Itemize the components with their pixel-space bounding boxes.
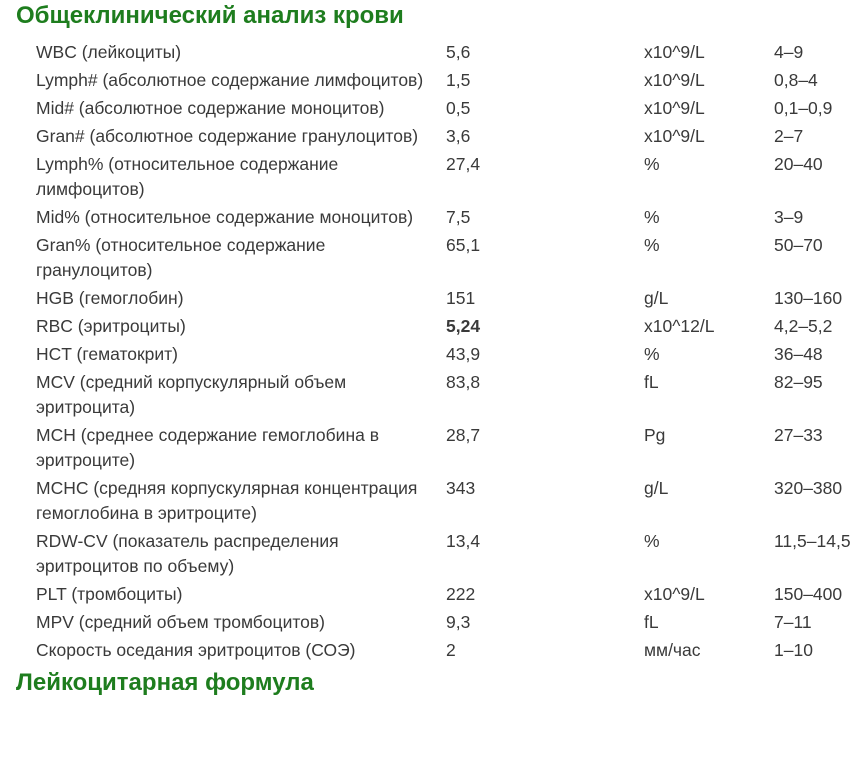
param-range: 4,2–5,2: [774, 316, 833, 336]
param-value: 151: [446, 288, 476, 308]
param-range: 82–95: [774, 372, 823, 392]
table-row: Скорость оседания эритроцитов (СОЭ) 2 мм…: [36, 638, 866, 663]
param-value: 27,4: [446, 154, 481, 174]
table-row: RDW-CV (показатель распределения эритроц…: [36, 529, 866, 579]
param-name: RDW-CV (показатель распределения эритроц…: [36, 531, 339, 576]
table-row: Gran# (абсолютное содержание гранулоцито…: [36, 124, 866, 149]
param-unit: g/L: [644, 288, 669, 308]
param-range: 320–380: [774, 478, 843, 498]
table-row: MCH (среднее содержание гемоглобина в эр…: [36, 423, 866, 473]
param-range: 4–9: [774, 42, 804, 62]
param-unit: x10^12/L: [644, 316, 715, 336]
param-range: 0,1–0,9: [774, 98, 833, 118]
param-name: Gran# (абсолютное содержание гранулоцито…: [36, 126, 419, 146]
results-table: WBC (лейкоциты) 5,6 x10^9/L 4–9 Lymph# (…: [36, 40, 866, 663]
page-title: Общеклинический анализ крови: [16, 2, 404, 29]
param-value: 83,8: [446, 372, 481, 392]
param-range: 27–33: [774, 425, 823, 445]
table-row: WBC (лейкоциты) 5,6 x10^9/L 4–9: [36, 40, 866, 65]
param-range: 36–48: [774, 344, 823, 364]
param-name: Mid% (относительное содержание моноцитов…: [36, 207, 414, 227]
param-range: 7–11: [774, 612, 812, 632]
next-section-title: Лейкоцитарная формула: [16, 669, 314, 696]
param-value: 43,9: [446, 344, 481, 364]
param-value: 3,6: [446, 126, 471, 146]
param-value: 9,3: [446, 612, 471, 632]
param-unit: Pg: [644, 425, 666, 445]
param-range: 130–160: [774, 288, 843, 308]
param-range: 1–10: [774, 640, 813, 660]
param-value: 222: [446, 584, 476, 604]
table-row: Lymph% (относительное содержание лимфоци…: [36, 152, 866, 202]
param-name: WBC (лейкоциты): [36, 42, 182, 62]
table-row: HCT (гематокрит) 43,9 % 36–48: [36, 342, 866, 367]
table-row: Mid# (абсолютное содержание моноцитов) 0…: [36, 96, 866, 121]
table-row: PLT (тромбоциты) 222 x10^9/L 150–400: [36, 582, 866, 607]
param-name: Gran% (относительное содержание гранулоц…: [36, 235, 326, 280]
param-unit: %: [644, 207, 660, 227]
param-name: MCV (средний корпускулярный объем эритро…: [36, 372, 347, 417]
param-unit: %: [644, 235, 660, 255]
param-value: 0,5: [446, 98, 471, 118]
param-unit: x10^9/L: [644, 584, 705, 604]
param-unit: %: [644, 344, 660, 364]
param-name: RBC (эритроциты): [36, 316, 186, 336]
param-unit: x10^9/L: [644, 98, 705, 118]
param-name: MPV (средний объем тромбоцитов): [36, 612, 326, 632]
param-name: Lymph% (относительное содержание лимфоци…: [36, 154, 339, 199]
param-name: Скорость оседания эритроцитов (СОЭ): [36, 640, 356, 660]
table-row: Lymph# (абсолютное содержание лимфоцитов…: [36, 68, 866, 93]
param-range: 0,8–4: [774, 70, 818, 90]
param-range: 2–7: [774, 126, 804, 146]
param-value: 1,5: [446, 70, 471, 90]
param-range: 20–40: [774, 154, 823, 174]
param-value: 65,1: [446, 235, 481, 255]
param-name: Lymph# (абсолютное содержание лимфоцитов…: [36, 70, 424, 90]
table-row: Mid% (относительное содержание моноцитов…: [36, 205, 866, 230]
param-value: 343: [446, 478, 476, 498]
table-row: RBC (эритроциты) 5,24 x10^12/L 4,2–5,2: [36, 314, 866, 339]
param-unit: %: [644, 154, 660, 174]
param-value: 5,24: [446, 316, 481, 336]
param-name: MCHC (средняя корпускулярная концентраци…: [36, 478, 418, 523]
param-name: HCT (гематокрит): [36, 344, 179, 364]
param-unit: x10^9/L: [644, 42, 705, 62]
param-range: 50–70: [774, 235, 823, 255]
param-unit: %: [644, 531, 660, 551]
param-value: 5,6: [446, 42, 471, 62]
table-row: HGB (гемоглобин) 151 g/L 130–160: [36, 286, 866, 311]
param-unit: fL: [644, 612, 659, 632]
table-row: MCV (средний корпускулярный объем эритро…: [36, 370, 866, 420]
lab-report-page: Общеклинический анализ крови WBC (лейкоц…: [0, 2, 866, 697]
param-value: 28,7: [446, 425, 481, 445]
param-unit: мм/час: [644, 640, 701, 660]
param-range: 150–400: [774, 584, 843, 604]
param-unit: g/L: [644, 478, 669, 498]
table-row: MPV (средний объем тромбоцитов) 9,3 fL 7…: [36, 610, 866, 635]
param-range: 3–9: [774, 207, 804, 227]
param-value: 13,4: [446, 531, 481, 551]
param-range: 11,5–14,5: [774, 531, 851, 551]
param-name: MCH (среднее содержание гемоглобина в эр…: [36, 425, 380, 470]
table-row: MCHC (средняя корпускулярная концентраци…: [36, 476, 866, 526]
param-name: PLT (тромбоциты): [36, 584, 183, 604]
param-unit: x10^9/L: [644, 70, 705, 90]
table-row: Gran% (относительное содержание гранулоц…: [36, 233, 866, 283]
param-value: 7,5: [446, 207, 471, 227]
param-value: 2: [446, 640, 456, 660]
param-name: Mid# (абсолютное содержание моноцитов): [36, 98, 385, 118]
param-unit: x10^9/L: [644, 126, 705, 146]
param-name: HGB (гемоглобин): [36, 288, 184, 308]
param-unit: fL: [644, 372, 659, 392]
